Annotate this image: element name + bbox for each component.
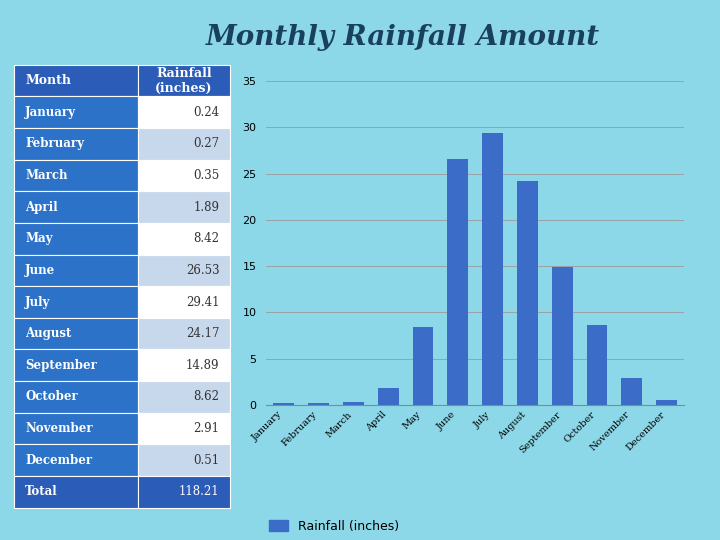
FancyBboxPatch shape [14,191,138,223]
Text: September: September [25,359,97,372]
Bar [517,181,538,405]
FancyBboxPatch shape [138,65,230,97]
Text: Month: Month [25,74,71,87]
FancyBboxPatch shape [138,97,230,128]
Bar [587,325,608,405]
FancyBboxPatch shape [138,254,230,286]
Text: April: April [25,201,58,214]
Bar [378,388,399,405]
FancyBboxPatch shape [138,223,230,254]
Bar [308,402,329,405]
FancyBboxPatch shape [138,444,230,476]
FancyBboxPatch shape [14,444,138,476]
FancyBboxPatch shape [14,223,138,254]
FancyBboxPatch shape [14,286,138,318]
Text: 24.17: 24.17 [186,327,220,340]
FancyBboxPatch shape [138,349,230,381]
Text: 0.35: 0.35 [194,169,220,182]
FancyBboxPatch shape [138,286,230,318]
Text: 1.89: 1.89 [194,201,220,214]
FancyBboxPatch shape [14,476,138,508]
FancyBboxPatch shape [138,191,230,223]
Text: October: October [25,390,78,403]
Text: November: November [25,422,93,435]
Bar [656,400,677,405]
Text: 118.21: 118.21 [179,485,220,498]
Text: August: August [25,327,71,340]
Bar [552,267,572,405]
Text: July: July [25,295,50,308]
Text: 0.51: 0.51 [194,454,220,467]
FancyBboxPatch shape [138,128,230,160]
Text: May: May [25,232,53,245]
Bar [274,403,294,405]
Text: 0.24: 0.24 [194,106,220,119]
FancyBboxPatch shape [14,97,138,128]
Bar [447,159,468,405]
FancyBboxPatch shape [14,254,138,286]
FancyBboxPatch shape [14,128,138,160]
FancyBboxPatch shape [14,413,138,444]
Bar [482,133,503,405]
Text: February: February [25,137,84,150]
Text: 14.89: 14.89 [186,359,220,372]
FancyBboxPatch shape [14,65,138,97]
FancyBboxPatch shape [138,318,230,349]
Text: Total: Total [25,485,58,498]
Text: Monthly Rainfall Amount: Monthly Rainfall Amount [206,24,600,51]
Bar [621,378,642,405]
Text: January: January [25,106,76,119]
Text: June: June [25,264,55,277]
FancyBboxPatch shape [138,160,230,191]
Text: December: December [25,454,92,467]
FancyBboxPatch shape [14,381,138,413]
Text: 26.53: 26.53 [186,264,220,277]
FancyBboxPatch shape [14,160,138,191]
Legend: Rainfall (inches): Rainfall (inches) [264,515,404,538]
Text: 8.62: 8.62 [194,390,220,403]
FancyBboxPatch shape [14,349,138,381]
Bar [413,327,433,405]
FancyBboxPatch shape [138,413,230,444]
Text: 29.41: 29.41 [186,295,220,308]
Text: 0.27: 0.27 [194,137,220,150]
Bar [343,402,364,405]
Text: 8.42: 8.42 [194,232,220,245]
Text: March: March [25,169,68,182]
FancyBboxPatch shape [138,381,230,413]
Text: Rainfall
(inches): Rainfall (inches) [156,66,212,94]
Text: 2.91: 2.91 [194,422,220,435]
FancyBboxPatch shape [138,476,230,508]
FancyBboxPatch shape [14,318,138,349]
